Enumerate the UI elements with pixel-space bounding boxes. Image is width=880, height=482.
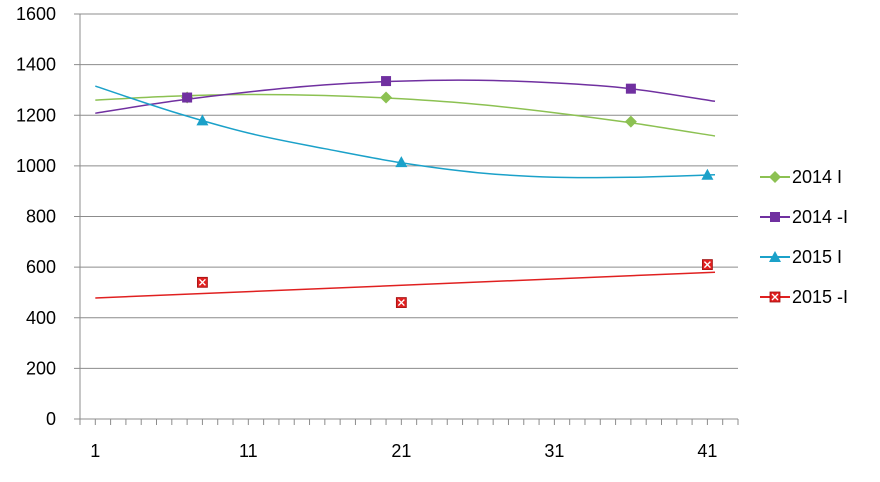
y-tick-label: 1600 xyxy=(16,4,56,24)
x-axis-tick-labels: 1 11 21 31 41 xyxy=(90,441,717,461)
x-square-marker-cross xyxy=(771,293,779,301)
y-tick-label: 800 xyxy=(26,207,56,227)
point-2015-i xyxy=(197,276,208,288)
point-2015-i xyxy=(395,297,407,308)
axes xyxy=(74,13,739,425)
point-2015-i xyxy=(196,114,209,126)
trendlines xyxy=(95,79,716,299)
legend-marker-2015-i xyxy=(769,251,781,262)
point-2014-i xyxy=(625,83,636,94)
x-tick-label: 41 xyxy=(697,441,717,461)
point-2014-i xyxy=(624,115,637,128)
legend-label-2015-i: 2015 -I xyxy=(792,287,848,307)
y-tick-label: 1400 xyxy=(16,55,56,75)
legend-marker-2015-i xyxy=(769,291,781,303)
x-tick-label: 1 xyxy=(90,441,100,461)
legend-marker-2014-i xyxy=(769,171,781,183)
point-2015-i xyxy=(701,259,713,270)
data-points xyxy=(181,76,714,308)
point-2014-i xyxy=(182,92,193,103)
legend-marker-2014-i xyxy=(770,212,780,222)
y-tick-label: 600 xyxy=(26,257,56,277)
legend-label-2014-i: 2014 -I xyxy=(792,207,848,227)
x-square-marker-cross xyxy=(198,278,206,286)
trendline-2015-i xyxy=(95,271,716,299)
point-2015-i xyxy=(701,168,714,180)
legend: 2014 I 2014 -I 2015 I 2015 -I xyxy=(760,167,848,307)
y-tick-label: 1200 xyxy=(16,105,56,125)
y-axis-tick-labels: 0 200 400 600 800 1000 1200 1400 1600 xyxy=(16,4,56,429)
trendline-2014-i xyxy=(95,93,716,137)
x-square-marker-cross xyxy=(703,261,711,269)
y-tick-label: 400 xyxy=(26,308,56,328)
x-tick-label: 11 xyxy=(239,441,258,461)
x-tick-label: 21 xyxy=(391,441,411,461)
point-2014-i xyxy=(380,91,393,104)
y-tick-label: 200 xyxy=(26,358,56,378)
y-tick-label: 1000 xyxy=(16,156,56,176)
gridlines xyxy=(80,13,738,369)
x-square-marker-cross xyxy=(397,299,405,307)
y-tick-label: 0 xyxy=(46,409,56,429)
legend-label-2015-i: 2015 I xyxy=(792,247,842,267)
point-2014-i xyxy=(381,76,392,87)
x-tick-label: 31 xyxy=(544,441,564,461)
trendline-2014-i xyxy=(95,79,716,114)
point-2015-i xyxy=(395,156,408,168)
legend-label-2014-i: 2014 I xyxy=(792,167,842,187)
